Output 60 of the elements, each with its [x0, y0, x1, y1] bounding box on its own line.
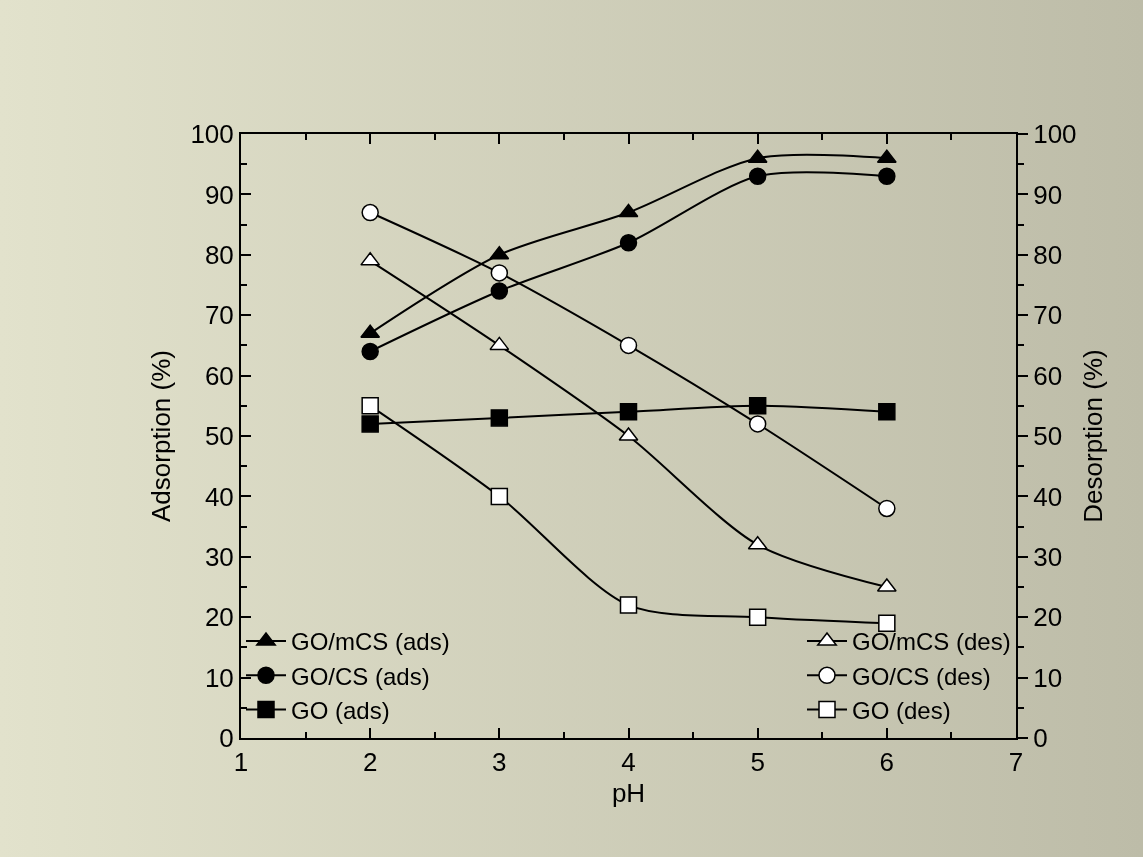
point: [619, 403, 638, 421]
point: [748, 397, 767, 415]
y-axis-title: Adsorption (%): [146, 350, 177, 522]
point: [878, 614, 896, 632]
x-tick-label: 3: [492, 747, 507, 778]
x-axis-title: pH: [611, 778, 646, 809]
point: [748, 415, 767, 433]
point: [878, 499, 896, 518]
y-tick-label: 0: [219, 723, 234, 754]
y-tick-label: 70: [204, 300, 234, 331]
y2-tick-label: 30: [1033, 541, 1063, 572]
y2-tick-label: 100: [1033, 119, 1077, 150]
y-tick-label: 20: [204, 602, 234, 633]
legend-label: GO/CS (des): [852, 662, 991, 690]
y-tick-label: 80: [204, 239, 234, 270]
x-tick-label: 7: [1008, 747, 1024, 778]
x-tick-label: 6: [879, 747, 895, 778]
legend-label: GO/mCS (des): [852, 628, 1011, 656]
point: [361, 397, 379, 415]
y2-tick-label: 70: [1033, 300, 1063, 331]
y-tick-label: 90: [204, 179, 234, 210]
point: [490, 487, 509, 506]
y2-tick-label: 10: [1033, 662, 1063, 693]
x-tick-label: 4: [621, 747, 636, 778]
y2-tick-label: 40: [1033, 481, 1063, 512]
point: [490, 264, 509, 282]
y-tick-label: 40: [204, 481, 234, 512]
point: [619, 336, 638, 355]
point: [360, 324, 381, 339]
point: [361, 342, 379, 361]
legend-label: GO (ads): [291, 696, 390, 724]
y2-tick-label: 0: [1033, 723, 1048, 754]
y2-tick-label: 60: [1033, 360, 1063, 391]
y-tick-label: 10: [204, 662, 234, 693]
y2-tick-label: 20: [1033, 602, 1063, 633]
x-tick-label: 1: [233, 747, 249, 778]
point: [361, 203, 379, 222]
point: [748, 608, 767, 626]
y-tick-label: 60: [204, 360, 234, 391]
y2-tick-label: 90: [1033, 179, 1063, 210]
point: [619, 233, 638, 252]
y2-axis-title: Desorption (%): [1077, 349, 1108, 523]
legend-label: GO/mCS (ads): [291, 628, 450, 656]
legend-label: GO/CS (ads): [291, 662, 430, 690]
point: [619, 596, 638, 614]
y2-tick-label: 80: [1033, 239, 1063, 270]
point: [747, 535, 768, 550]
y-tick-label: 30: [204, 541, 234, 572]
x-tick-label: 2: [362, 747, 378, 778]
point: [361, 415, 379, 433]
point: [489, 336, 510, 351]
legend-label: GO (des): [852, 696, 951, 724]
point: [490, 282, 509, 300]
y-tick-label: 50: [204, 421, 234, 452]
y2-tick-label: 50: [1033, 421, 1063, 452]
point: [490, 409, 509, 427]
x-tick-label: 5: [750, 747, 765, 778]
y-tick-label: 100: [190, 119, 234, 150]
point: [618, 203, 639, 218]
point: [878, 403, 896, 421]
